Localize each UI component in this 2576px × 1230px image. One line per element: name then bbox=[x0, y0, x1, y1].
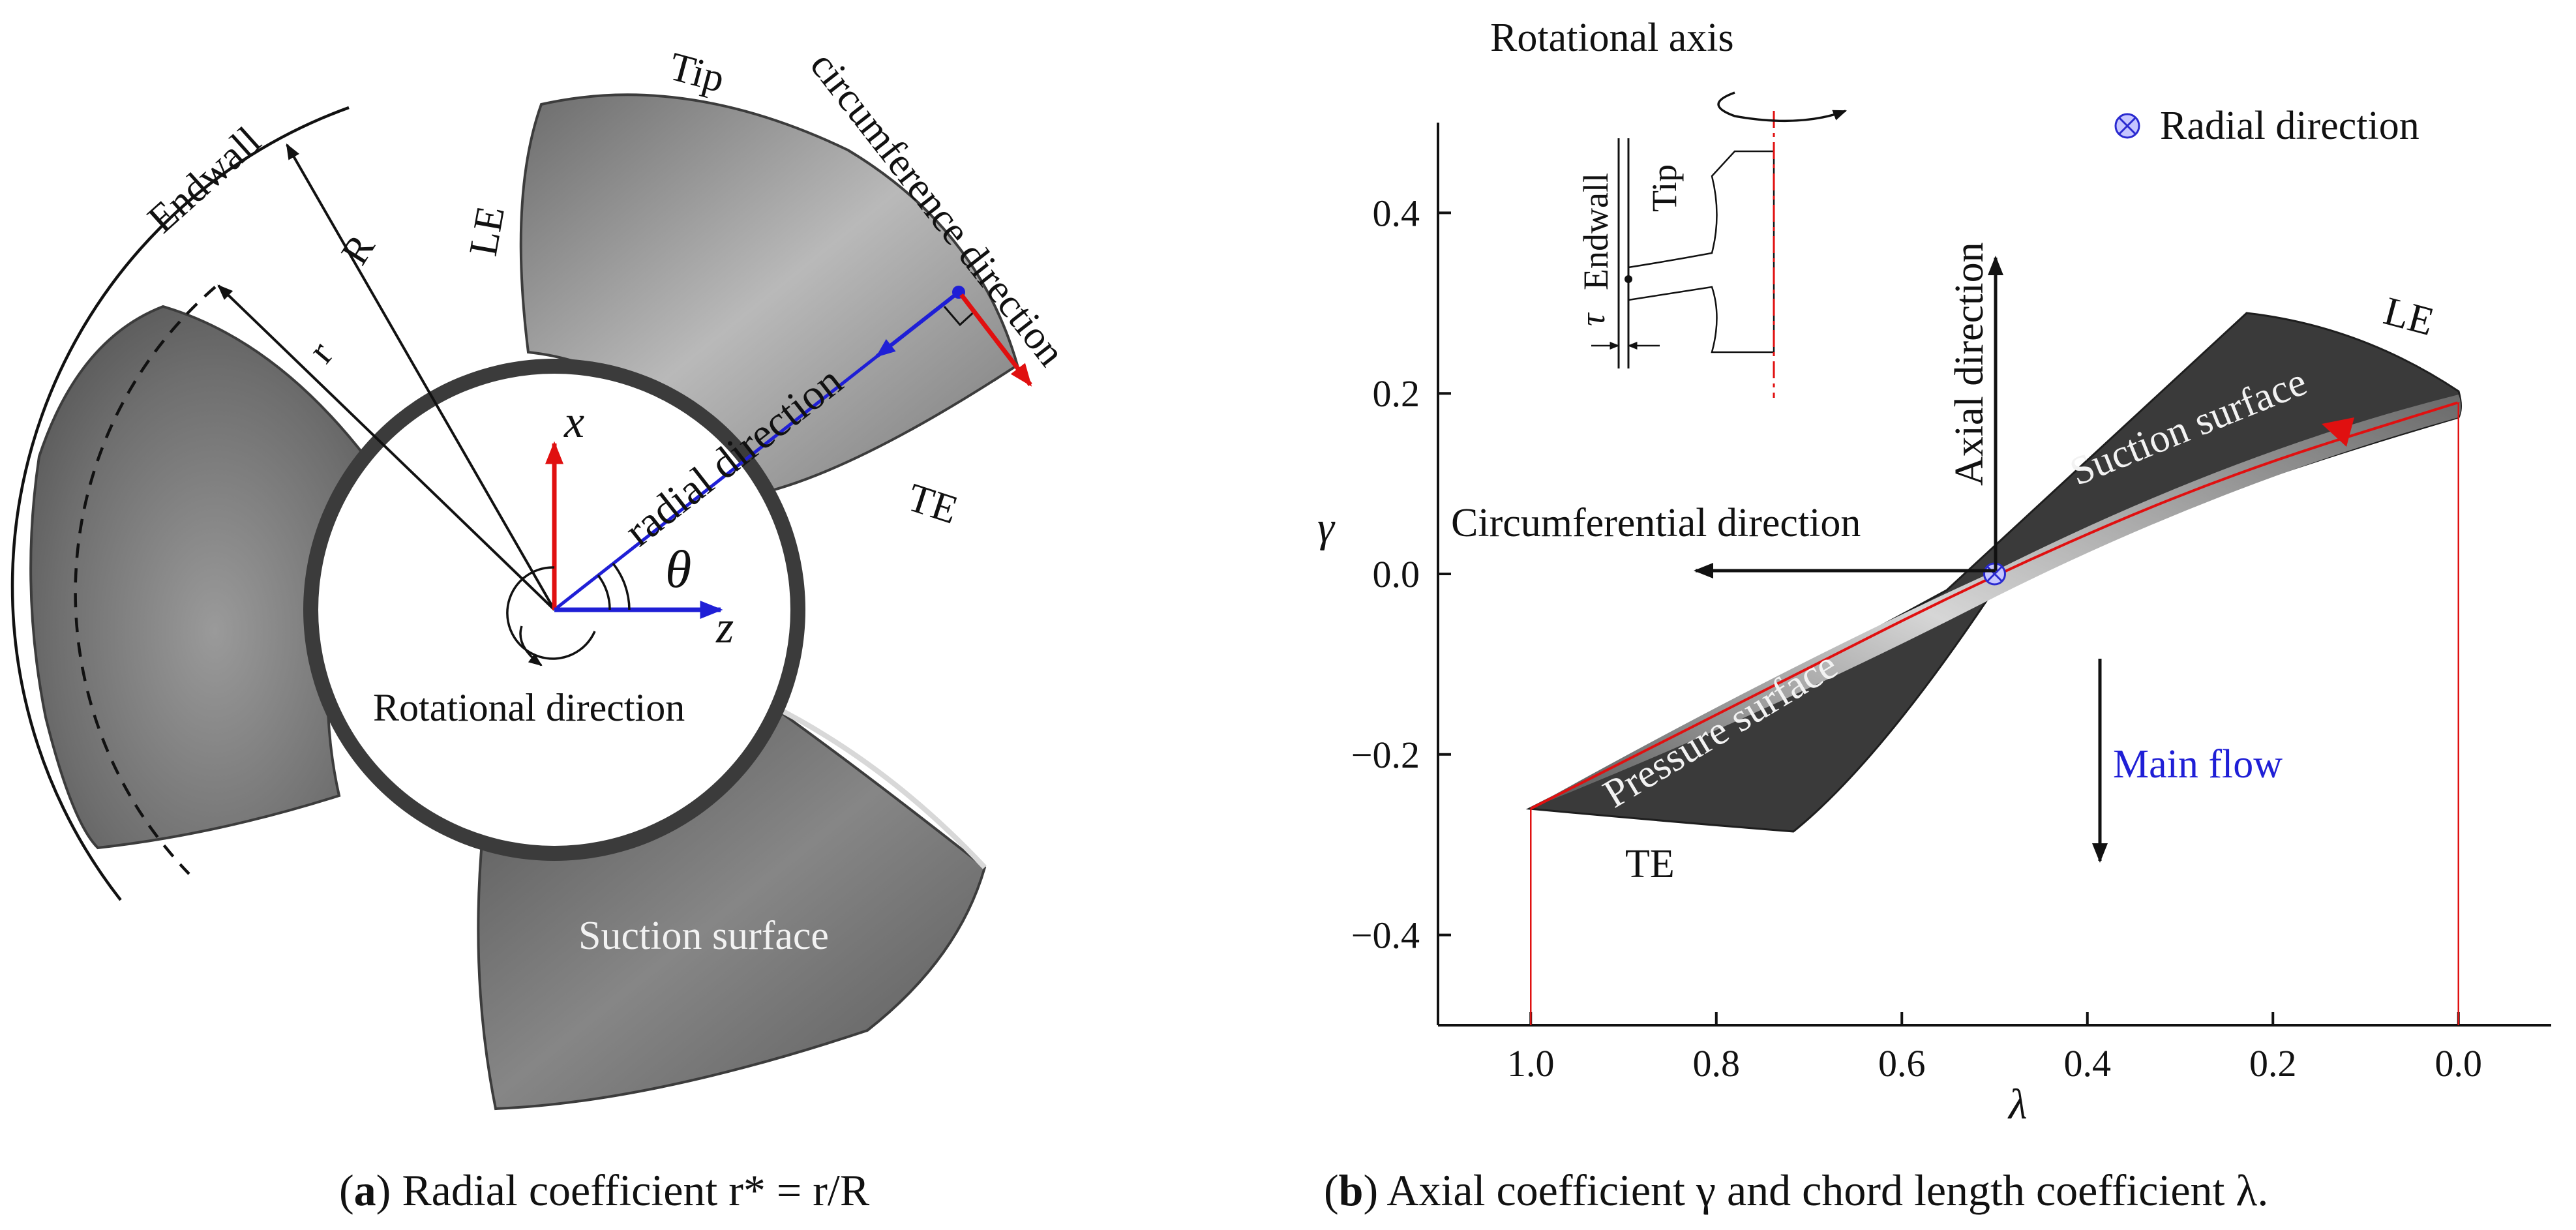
camber-arrowhead bbox=[2322, 417, 2354, 447]
y-axis-label: γ bbox=[1317, 503, 1336, 551]
blade-top bbox=[519, 93, 1019, 498]
rotational-axis-arrow bbox=[1717, 91, 1847, 123]
y-tick-label: 0.4 bbox=[1373, 192, 1420, 234]
label-tip: Tip bbox=[665, 44, 729, 101]
rotational-direction-arrow bbox=[519, 625, 543, 667]
y-tick-label: 0.0 bbox=[1373, 553, 1420, 595]
x-tick-label: 0.0 bbox=[2435, 1042, 2483, 1085]
y-tick-label: −0.4 bbox=[1351, 914, 1420, 957]
caption-b-text: Axial coefficient γ and chord length coe… bbox=[1386, 1165, 2268, 1215]
label-R: R bbox=[333, 227, 383, 272]
radial-point-cross-b bbox=[1986, 565, 2003, 582]
caption-a: (a) Radial coefficient r* = r/R bbox=[339, 1165, 870, 1215]
x-tick-label: 1.0 bbox=[1507, 1042, 1555, 1085]
panel-a-rotor-diagram: Tip circumference direction Endwall R r … bbox=[10, 44, 1073, 1215]
label-x: x bbox=[563, 397, 584, 447]
endwall-arc bbox=[10, 106, 350, 901]
label-rotational-axis: Rotational axis bbox=[1490, 16, 1734, 60]
caption-a-text: Radial coefficient r* = r/R bbox=[402, 1165, 870, 1215]
y-tick-label: 0.2 bbox=[1373, 372, 1420, 415]
y-ticks: 0.4 0.2 0.0 −0.2 −0.4 bbox=[1351, 192, 1451, 957]
legend-radial-marker bbox=[2114, 113, 2140, 139]
right-angle-mark bbox=[943, 306, 977, 327]
r-line bbox=[217, 284, 556, 611]
rotation-indicator bbox=[506, 566, 596, 660]
label-te-b: TE bbox=[1625, 842, 1675, 886]
label-z: z bbox=[715, 603, 734, 653]
r-dashed-arc bbox=[74, 286, 217, 875]
label-suction-surface-a: Suction surface bbox=[578, 914, 829, 958]
suction-band bbox=[1529, 395, 2461, 809]
label-circumferential-direction: Circumferential direction bbox=[1451, 501, 1861, 545]
x-tick-label: 0.8 bbox=[1693, 1042, 1741, 1085]
R-line bbox=[286, 143, 556, 610]
caption-b-letter: b bbox=[1339, 1165, 1364, 1215]
radial-direction-arrow bbox=[875, 290, 960, 358]
inset-sketch bbox=[1591, 111, 1775, 398]
label-radial-direction-legend: Radial direction bbox=[2160, 104, 2419, 148]
theta-arc-large bbox=[612, 562, 631, 610]
inset-label-tip: Tip bbox=[1645, 164, 1684, 212]
label-le-a: LE bbox=[461, 203, 513, 259]
label-main-flow: Main flow bbox=[2113, 742, 2283, 787]
x-tick-label: 0.4 bbox=[2064, 1042, 2112, 1085]
blade-bottom-edge bbox=[768, 702, 987, 869]
label-le-b: LE bbox=[2379, 289, 2438, 344]
label-theta: θ bbox=[665, 539, 691, 599]
guide-lines bbox=[1530, 402, 2459, 1025]
label-r: r bbox=[299, 333, 340, 371]
label-endwall: Endwall bbox=[140, 119, 269, 242]
x-tick-label: 0.2 bbox=[2249, 1042, 2297, 1085]
x-ticks: 1.0 0.8 0.6 0.4 0.2 0.0 bbox=[1507, 1012, 2482, 1085]
inset-label-tau: τ bbox=[1573, 312, 1612, 326]
label-te-a: TE bbox=[903, 475, 963, 533]
theta-arc-small bbox=[597, 574, 611, 610]
caption-a-letter: a bbox=[354, 1165, 376, 1215]
label-rotational-direction: Rotational direction bbox=[373, 686, 685, 729]
circumference-arrow bbox=[959, 293, 1032, 387]
label-axial-direction: Axial direction bbox=[1947, 242, 1992, 486]
caption-b: (b) Axial coefficient γ and chord length… bbox=[1324, 1165, 2268, 1215]
x-axis-label: λ bbox=[2007, 1081, 2028, 1128]
y-tick-label: −0.2 bbox=[1351, 734, 1420, 776]
panel-b-plot: 0.4 0.2 0.0 −0.2 −0.4 1.0 0.8 0.6 0.4 0.2 0.0 λ γ… bbox=[1317, 16, 2551, 1215]
x-tick-label: 0.6 bbox=[1878, 1042, 1926, 1085]
inset-label-endwall: Endwall bbox=[1576, 173, 1615, 290]
